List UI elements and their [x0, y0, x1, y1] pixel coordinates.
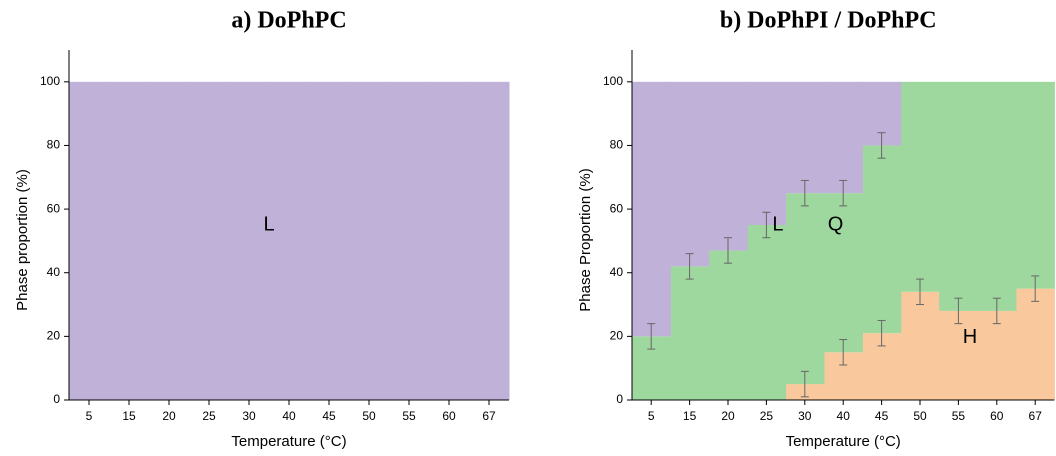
error-bar: [839, 179, 848, 207]
y-tick-label: 80: [610, 138, 624, 152]
area-step: [670, 266, 710, 400]
x-tick-label: 5: [648, 409, 655, 423]
error-bar: [877, 132, 886, 159]
y-tick-label: 40: [47, 265, 61, 279]
y-tick-label: 20: [47, 329, 61, 343]
y-tick-label: 80: [47, 138, 61, 152]
area-step: [708, 250, 748, 400]
y-tick-label: 40: [610, 265, 624, 279]
area-step: [785, 193, 825, 385]
x-tick-label: 20: [721, 409, 735, 423]
x-tick-label: 60: [990, 409, 1004, 423]
x-tick-label: 40: [837, 409, 851, 423]
x-tick-label: 67: [1029, 409, 1043, 423]
area-step: [69, 81, 110, 401]
area-step: [632, 81, 671, 337]
error-bar: [762, 211, 771, 239]
x-tick-label: 5: [86, 409, 93, 423]
area-step: [939, 310, 979, 400]
area-step: [977, 81, 1017, 311]
error-bar: [724, 237, 732, 264]
y-tick-label: 100: [603, 74, 623, 88]
y-tick-label: 60: [610, 201, 624, 215]
area-step: [747, 81, 787, 226]
y-tick-label: 0: [616, 392, 623, 406]
area-step: [977, 310, 1017, 400]
error-bar: [1031, 275, 1040, 302]
error-bar: [954, 297, 963, 325]
area-step: [469, 81, 510, 401]
x-tick-label: 25: [202, 409, 216, 423]
x-tick-label: 40: [282, 409, 296, 423]
area-step: [1016, 288, 1055, 400]
area-step: [824, 81, 863, 194]
area-step: [747, 225, 787, 400]
x-tick-label: 60: [442, 409, 456, 423]
area-step: [900, 81, 940, 292]
error-bar: [800, 179, 809, 207]
chart-title: a) DoPhPC: [231, 8, 346, 34]
area-step: [785, 81, 825, 194]
y-tick-label: 100: [40, 74, 60, 88]
area-step: [109, 81, 150, 401]
x-tick-label: 15: [122, 409, 136, 423]
region-label: L: [772, 213, 783, 235]
error-bar: [839, 339, 848, 366]
error-bar: [800, 370, 809, 398]
x-tick-label: 50: [362, 409, 376, 423]
area-step: [309, 81, 350, 401]
area-step: [1016, 81, 1055, 289]
x-tick-label: 30: [798, 409, 812, 423]
x-tick-label: 30: [242, 409, 256, 423]
area-step: [824, 193, 863, 353]
x-axis-label: Temperature (°C): [786, 433, 901, 450]
x-tick-label: 15: [683, 409, 697, 423]
x-tick-label: 45: [322, 409, 336, 423]
x-tick-label: 20: [162, 409, 176, 423]
error-bar: [647, 323, 656, 350]
area-step: [149, 81, 190, 401]
chart-title: b) DoPhPI / DoPhPC: [720, 8, 937, 34]
error-bar: [916, 278, 924, 306]
y-tick-label: 20: [610, 329, 624, 343]
error-bar: [992, 297, 1001, 325]
area-step: [862, 145, 902, 334]
y-axis-label: Phase Proportion (%): [577, 168, 594, 311]
x-axis-label: Temperature (°C): [231, 433, 346, 450]
region-label: L: [263, 213, 274, 235]
x-tick-label: 50: [913, 409, 927, 423]
x-tick-label: 25: [760, 409, 774, 423]
error-bar: [685, 253, 694, 280]
area-step: [389, 81, 430, 401]
area-step: [229, 81, 270, 401]
x-tick-label: 45: [875, 409, 889, 423]
area-step: [189, 81, 230, 401]
x-tick-label: 67: [482, 409, 496, 423]
area-step: [939, 81, 979, 311]
area-step: [429, 81, 470, 401]
region-label: Q: [828, 213, 844, 235]
region-label: H: [963, 326, 977, 348]
x-tick-label: 55: [952, 409, 966, 423]
y-tick-label: 60: [47, 201, 61, 215]
error-bar: [877, 319, 886, 347]
area-step: [269, 81, 310, 401]
area-step: [670, 81, 710, 267]
y-tick-label: 0: [53, 392, 60, 406]
area-step: [349, 81, 390, 401]
area-step: [900, 291, 940, 400]
area-step: [708, 81, 748, 251]
y-axis-label: Phase proportion (%): [14, 169, 31, 311]
x-tick-label: 55: [402, 409, 416, 423]
